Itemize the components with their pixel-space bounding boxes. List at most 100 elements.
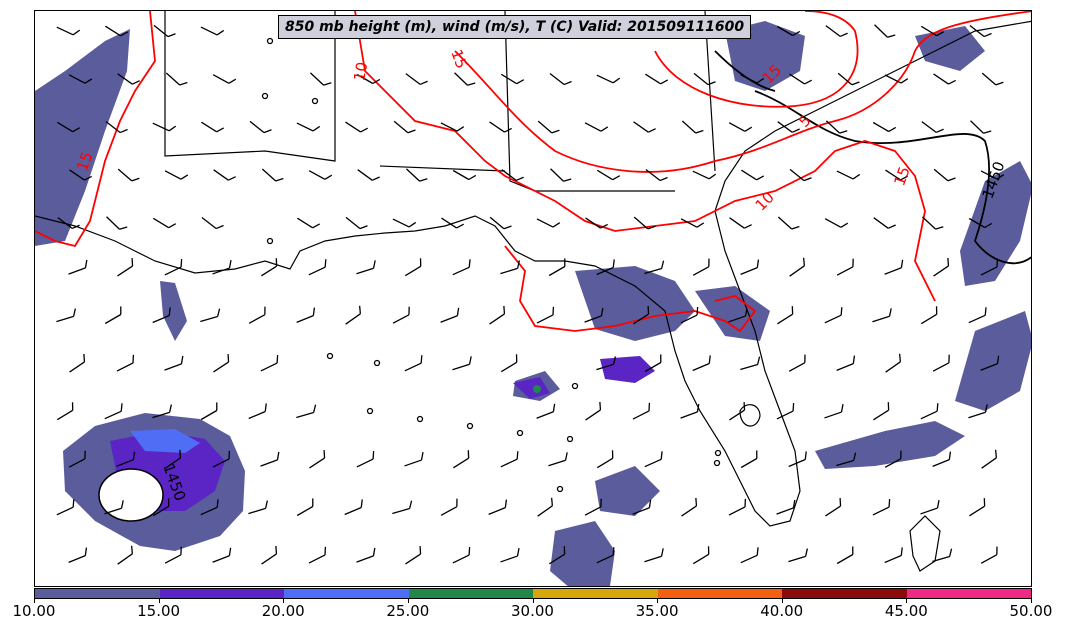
wind-barb bbox=[776, 402, 795, 420]
colorbar-tick bbox=[781, 599, 783, 603]
wind-barb bbox=[788, 451, 807, 468]
wind-barb bbox=[740, 356, 761, 371]
wind-barb bbox=[106, 216, 128, 230]
wind-barb bbox=[212, 450, 231, 468]
wind-barb bbox=[212, 547, 232, 563]
calm-wind-circle bbox=[366, 407, 374, 415]
bahamas-island bbox=[909, 515, 941, 572]
temp-contour-north-10 bbox=[454, 11, 1031, 173]
state-border-3 bbox=[379, 165, 506, 172]
colorbar-tick bbox=[1031, 599, 1032, 603]
wind-barb bbox=[248, 500, 269, 515]
wind-barb bbox=[68, 450, 86, 468]
calm-wind-circle bbox=[516, 429, 524, 437]
wind-barb bbox=[740, 74, 765, 84]
shading-west-strip bbox=[35, 29, 130, 246]
colorbar-tick bbox=[158, 599, 160, 603]
wind-barb bbox=[920, 403, 939, 420]
wind-barb bbox=[981, 72, 1004, 86]
temp-label-west: 15 bbox=[73, 149, 96, 173]
calm-wind-circle bbox=[326, 352, 334, 360]
wind-barb bbox=[165, 449, 182, 469]
wind-barb bbox=[248, 403, 267, 420]
wind-barb bbox=[836, 546, 854, 565]
wind-barb bbox=[981, 449, 998, 469]
wind-barb bbox=[212, 260, 232, 275]
wind-barb bbox=[68, 259, 88, 275]
wind-barb bbox=[200, 402, 218, 421]
wind-barb bbox=[68, 547, 88, 563]
wind-barb bbox=[164, 355, 184, 371]
temperature-contours bbox=[35, 11, 1031, 333]
wind-barb bbox=[116, 354, 135, 372]
wind-barb bbox=[680, 403, 700, 419]
wind-barb bbox=[644, 548, 664, 563]
wind-barb bbox=[884, 547, 903, 564]
shading-gulf-west bbox=[160, 281, 187, 341]
wind-barb bbox=[920, 306, 938, 325]
wind-barb bbox=[500, 73, 525, 85]
wind-barb bbox=[825, 498, 842, 517]
shading-hurricane-blue bbox=[130, 429, 200, 453]
state-border-2 bbox=[504, 11, 675, 192]
calm-wind-circle bbox=[556, 485, 564, 493]
wind-barb bbox=[117, 258, 134, 277]
wind-barb bbox=[200, 26, 225, 36]
wind-barb bbox=[309, 450, 326, 469]
wind-barb bbox=[69, 353, 86, 373]
wind-barb bbox=[393, 120, 416, 134]
wind-barb bbox=[933, 168, 956, 182]
wind-barb bbox=[500, 451, 519, 468]
wind-barb bbox=[309, 72, 332, 86]
wind-barb bbox=[308, 546, 327, 564]
calm-wind-circle bbox=[466, 422, 474, 430]
wind-barb bbox=[728, 122, 753, 132]
wind-barb bbox=[692, 355, 711, 372]
wind-barb bbox=[345, 121, 369, 133]
colorbar-tick bbox=[407, 599, 409, 603]
colorbar-tick bbox=[283, 599, 285, 603]
wind-barb bbox=[740, 450, 758, 469]
temp-label-nw: 10 bbox=[350, 61, 371, 83]
wind-barb bbox=[836, 170, 861, 180]
wind-barb bbox=[874, 24, 896, 38]
wind-barb bbox=[692, 258, 710, 276]
wind-barb bbox=[116, 451, 136, 467]
calm-wind-circle bbox=[266, 37, 274, 45]
wind-barb bbox=[549, 72, 572, 86]
wind-barb bbox=[584, 307, 604, 323]
wind-barb bbox=[56, 121, 81, 133]
wind-barb bbox=[548, 258, 566, 277]
wind-barb bbox=[200, 499, 219, 516]
wind-barb bbox=[644, 354, 662, 373]
shading-carolina bbox=[915, 26, 985, 71]
wind-barb bbox=[645, 73, 669, 85]
weather-map: 1450 1450 15 15 10 5 15 10 15 bbox=[35, 11, 1031, 586]
wind-barb bbox=[633, 216, 656, 230]
wind-barb bbox=[596, 450, 614, 469]
wind-barb bbox=[165, 72, 188, 86]
wind-barb bbox=[356, 73, 381, 85]
wind-barb bbox=[296, 498, 314, 517]
shading-gulf-purple-2 bbox=[513, 377, 550, 399]
wind-barb bbox=[405, 168, 428, 182]
wind-barb bbox=[201, 216, 224, 230]
wind-barb bbox=[693, 72, 716, 86]
wind-barb bbox=[933, 73, 956, 85]
wind-barb bbox=[56, 26, 81, 36]
temp-label-east: 15 bbox=[890, 164, 913, 188]
temp-contour-west-15 bbox=[35, 11, 156, 248]
wind-barb bbox=[824, 307, 843, 324]
colorbar-segment bbox=[159, 589, 284, 598]
calm-wind-circle bbox=[373, 359, 381, 367]
wind-barb bbox=[884, 450, 902, 468]
wind-barb bbox=[776, 25, 801, 37]
colorbar-tick-label: 45.00 bbox=[884, 602, 928, 620]
wind-barb bbox=[212, 74, 237, 84]
wind-barb bbox=[152, 307, 171, 324]
wind-barb bbox=[441, 217, 465, 229]
wind-barb bbox=[405, 546, 422, 565]
colorbar-segment bbox=[782, 589, 907, 598]
wind-barb bbox=[104, 306, 122, 325]
temp-contour-ne-5 bbox=[654, 11, 859, 108]
